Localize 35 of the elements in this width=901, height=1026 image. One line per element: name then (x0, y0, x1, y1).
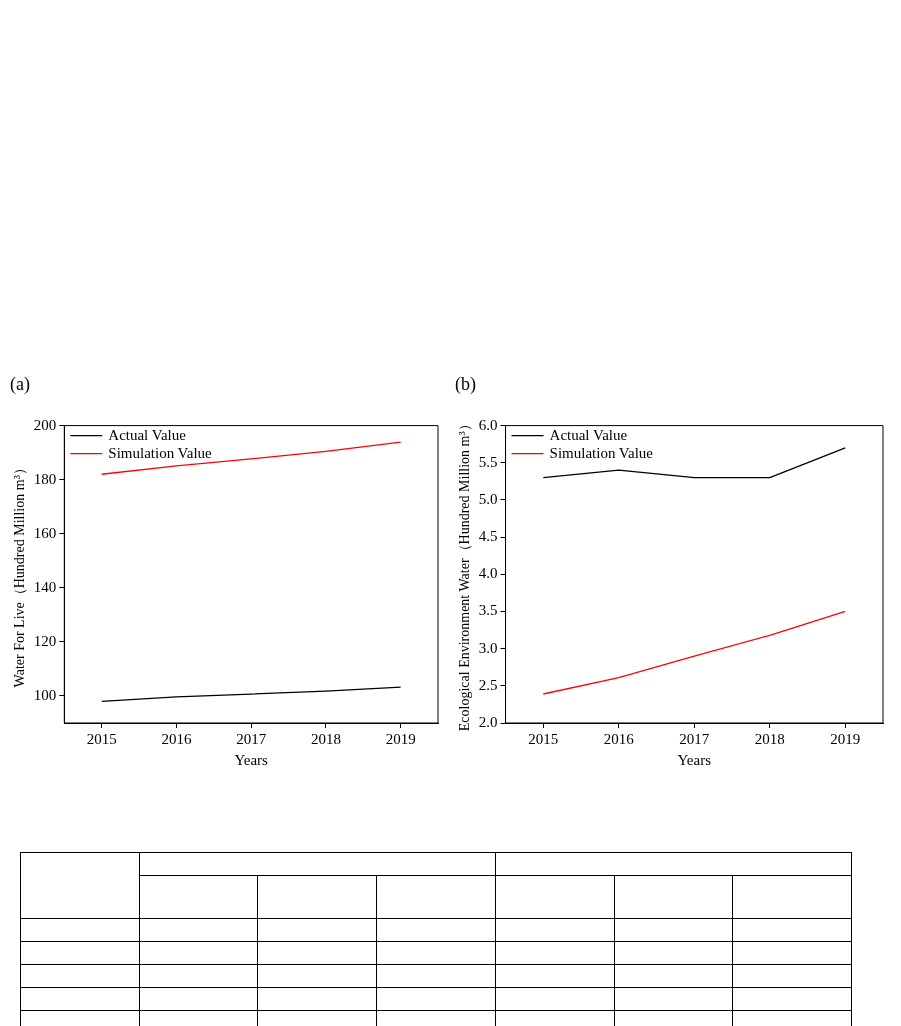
x-tick-label: 2017 (236, 730, 267, 747)
legend-label: Simulation Value (108, 444, 213, 461)
y-tick-label: 3.5 (478, 602, 498, 619)
y-tick-label: 6.0 (478, 416, 498, 433)
x-tick-label: 2015 (528, 730, 559, 747)
y-axis-title: Water For Live（Hundred Million m³） (12, 461, 28, 688)
chart-title: (a) (10, 373, 30, 395)
x-axis-title: Years (234, 751, 269, 768)
x-axis-title: Years (677, 751, 712, 768)
x-tick-label: 2017 (679, 730, 710, 747)
y-tick-label: 2.0 (478, 713, 498, 730)
y-tick-label: 4.0 (478, 565, 498, 582)
y-tick-label: 160 (33, 524, 57, 541)
x-tick-label: 2016 (161, 730, 192, 747)
chart-title: (b) (455, 373, 476, 395)
y-tick-label: 5.5 (478, 453, 498, 470)
y-tick-label: 200 (33, 416, 57, 433)
legend-label: Actual Value (549, 426, 628, 443)
y-tick-label: 100 (33, 686, 57, 703)
x-tick-label: 2015 (86, 730, 117, 747)
x-tick-label: 2019 (385, 730, 416, 747)
x-tick-label: 2019 (830, 730, 861, 747)
y-tick-label: 2.5 (478, 676, 498, 693)
y-tick-label: 4.5 (478, 528, 498, 545)
legend-label: Simulation Value (549, 444, 654, 461)
y-tick-label: 5.0 (478, 490, 498, 507)
legend-label: Actual Value (108, 426, 187, 443)
y-tick-label: 120 (33, 632, 57, 649)
y-tick-label: 3.0 (478, 639, 498, 656)
x-tick-label: 2018 (754, 730, 785, 747)
y-tick-label: 140 (33, 578, 57, 595)
y-tick-label: 180 (33, 470, 57, 487)
x-tick-label: 2016 (603, 730, 635, 747)
y-axis-title: Ecological Environment Water（Hundred Million m³） (457, 417, 473, 732)
x-tick-label: 2018 (310, 730, 341, 747)
